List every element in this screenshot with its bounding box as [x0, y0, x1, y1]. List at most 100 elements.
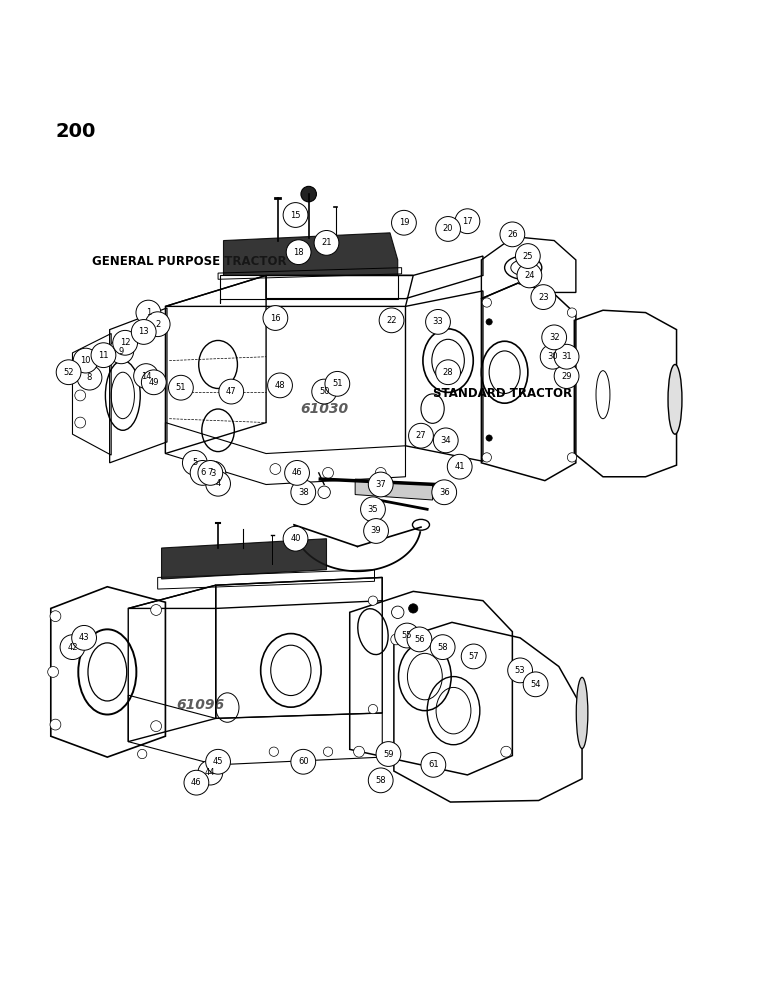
Circle shape [312, 379, 336, 404]
Circle shape [151, 605, 161, 615]
Text: 13: 13 [138, 327, 149, 336]
Circle shape [409, 423, 434, 448]
Circle shape [500, 222, 525, 247]
Circle shape [395, 623, 420, 648]
Circle shape [508, 658, 533, 683]
Circle shape [391, 634, 402, 645]
Text: 50: 50 [319, 387, 329, 396]
Circle shape [353, 746, 364, 757]
Text: 5: 5 [192, 458, 197, 467]
Text: 46: 46 [292, 468, 303, 477]
Circle shape [407, 627, 432, 652]
Text: GENERAL PURPOSE TRACTOR: GENERAL PURPOSE TRACTOR [92, 255, 286, 268]
Text: 21: 21 [321, 238, 331, 247]
Text: 32: 32 [549, 333, 559, 342]
Circle shape [141, 370, 166, 395]
Circle shape [286, 240, 311, 265]
Text: 37: 37 [375, 480, 386, 489]
Circle shape [201, 461, 226, 486]
Text: 8: 8 [87, 373, 92, 382]
Text: 22: 22 [386, 316, 397, 325]
Circle shape [516, 244, 541, 268]
Ellipse shape [576, 677, 588, 749]
Text: 60: 60 [298, 757, 309, 766]
Circle shape [314, 230, 339, 255]
Circle shape [376, 742, 401, 766]
Circle shape [131, 320, 156, 344]
Circle shape [198, 461, 223, 485]
Circle shape [206, 471, 230, 496]
Circle shape [431, 635, 455, 660]
Circle shape [486, 435, 492, 441]
Circle shape [151, 721, 161, 732]
Circle shape [219, 379, 243, 404]
Circle shape [325, 371, 349, 396]
Circle shape [482, 453, 491, 462]
Circle shape [77, 365, 102, 390]
Text: 49: 49 [148, 378, 159, 387]
Circle shape [56, 360, 81, 385]
Text: 31: 31 [562, 352, 572, 361]
Circle shape [434, 428, 458, 453]
Text: 3: 3 [211, 469, 216, 478]
Circle shape [75, 363, 86, 374]
Text: 51: 51 [332, 379, 342, 388]
Text: 1: 1 [146, 308, 151, 317]
Text: 34: 34 [441, 436, 451, 445]
Circle shape [60, 635, 85, 660]
Circle shape [447, 454, 472, 479]
Circle shape [137, 749, 147, 759]
Circle shape [75, 417, 86, 428]
Text: 52: 52 [63, 368, 74, 377]
Text: 200: 200 [55, 122, 96, 141]
Circle shape [301, 186, 317, 202]
Circle shape [542, 325, 566, 350]
Circle shape [368, 768, 393, 793]
Ellipse shape [668, 364, 682, 434]
Circle shape [283, 203, 308, 227]
Text: 41: 41 [455, 462, 465, 471]
Text: 36: 36 [439, 488, 449, 497]
Text: 17: 17 [462, 217, 473, 226]
Circle shape [50, 611, 61, 622]
Text: 44: 44 [205, 768, 215, 777]
Circle shape [75, 390, 86, 401]
Text: 47: 47 [226, 387, 236, 396]
Text: 35: 35 [367, 505, 378, 514]
Circle shape [318, 486, 331, 498]
Circle shape [368, 596, 378, 605]
Text: 10: 10 [80, 356, 91, 365]
Text: 12: 12 [120, 338, 130, 347]
Text: 38: 38 [298, 488, 309, 497]
Text: 25: 25 [523, 252, 533, 261]
Circle shape [183, 450, 207, 475]
Circle shape [360, 497, 385, 522]
Text: 6: 6 [200, 468, 205, 477]
Text: 57: 57 [468, 652, 479, 661]
Circle shape [269, 747, 278, 756]
Text: 20: 20 [443, 224, 453, 233]
Text: 51: 51 [176, 383, 186, 392]
Text: 56: 56 [414, 635, 425, 644]
Circle shape [363, 519, 388, 543]
Circle shape [323, 467, 334, 478]
Circle shape [206, 749, 230, 774]
Text: 15: 15 [290, 211, 301, 220]
Circle shape [523, 672, 548, 697]
Circle shape [486, 319, 492, 325]
Text: 40: 40 [290, 534, 301, 543]
Text: 9: 9 [119, 347, 124, 356]
Circle shape [375, 467, 386, 478]
Circle shape [168, 375, 193, 400]
Circle shape [567, 453, 576, 462]
Text: 53: 53 [515, 666, 526, 675]
Circle shape [554, 364, 579, 388]
Text: 33: 33 [433, 317, 443, 326]
Text: 61096: 61096 [176, 698, 225, 712]
Circle shape [48, 667, 58, 677]
Text: 27: 27 [416, 431, 427, 440]
Text: 61: 61 [428, 760, 438, 769]
Text: 30: 30 [548, 352, 558, 361]
Circle shape [109, 339, 133, 364]
Circle shape [368, 472, 393, 497]
